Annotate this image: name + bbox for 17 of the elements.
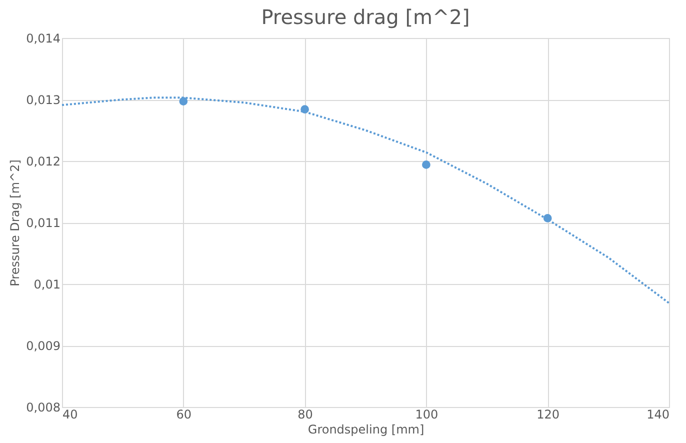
y-axis-title: Pressure Drag [m^2] bbox=[8, 160, 22, 286]
y-tick-label: 0,01 bbox=[34, 278, 60, 292]
line-series bbox=[61, 96, 670, 304]
x-tick-label: 120 bbox=[536, 408, 560, 422]
x-tick-label: 100 bbox=[415, 408, 438, 422]
y-tick-label: 0,013 bbox=[26, 93, 60, 107]
x-axis-title: Grondspeling [mm] bbox=[308, 422, 424, 436]
y-tick-label: 0,012 bbox=[26, 154, 60, 168]
x-tick-label: 40 bbox=[62, 408, 78, 422]
y-tick-label: 0,011 bbox=[26, 216, 60, 230]
x-tick-label: 140 bbox=[646, 408, 670, 422]
y-tick-label: 0,014 bbox=[26, 32, 60, 46]
y-tick-label: 0,009 bbox=[26, 339, 60, 353]
y-tick-label: 0,008 bbox=[26, 400, 60, 414]
x-tick-label: 80 bbox=[298, 408, 313, 422]
chart-title: Pressure drag [m^2] bbox=[261, 5, 470, 29]
x-tick-label: 60 bbox=[176, 408, 192, 422]
